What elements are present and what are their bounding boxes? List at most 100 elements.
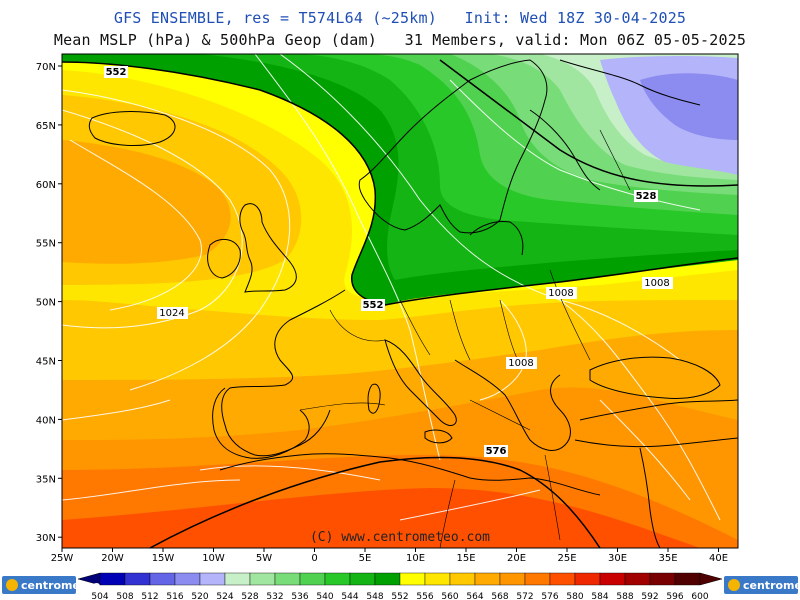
colorbar-swatch — [249, 572, 276, 586]
colorbar-label: 596 — [666, 592, 683, 600]
colorbar-swatch — [174, 572, 201, 586]
colorbar-label: 512 — [141, 592, 158, 600]
colorbar-label: 524 — [216, 592, 233, 600]
logo-left: centrometeo — [2, 576, 101, 594]
lon-label: 20E — [507, 553, 526, 564]
geop-labels: 552 552 528 576 — [104, 66, 658, 457]
colorbar-label: 584 — [591, 592, 608, 600]
lon-label: 30E — [608, 553, 627, 564]
colorbar-swatch — [224, 572, 251, 586]
lat-label: 40N — [36, 415, 56, 426]
lon-label: 5E — [359, 553, 372, 564]
lat-label: 35N — [36, 474, 56, 485]
lat-label: 45N — [36, 357, 56, 368]
colorbar-arrow-right — [699, 572, 723, 586]
colorbar-label: 564 — [466, 592, 483, 600]
lon-label: 25E — [557, 553, 576, 564]
colorbar-label: 552 — [391, 592, 408, 600]
geop-contours — [62, 59, 738, 548]
colorbar-label: 532 — [266, 592, 283, 600]
lat-label: 30N — [36, 533, 56, 544]
mslp-label: 1024 — [159, 308, 184, 319]
colorbar-swatch — [199, 572, 226, 586]
lon-label: 10E — [406, 553, 425, 564]
colorbar-swatch — [624, 572, 651, 586]
mslp-label: 1008 — [508, 358, 533, 369]
lon-label: 20W — [101, 553, 124, 564]
borders — [299, 129, 631, 548]
colorbar-label: 504 — [91, 592, 108, 600]
mslp-label: 1008 — [548, 288, 573, 299]
geop-label: 552 — [363, 300, 384, 311]
isobars — [62, 54, 721, 521]
logo-right: centrometeo — [724, 576, 800, 594]
colorbar-label: 528 — [241, 592, 258, 600]
colorbar-label: 544 — [341, 592, 358, 600]
map-subtitle: Mean MSLP (hPa) & 500hPa Geop (dam) 31 M… — [53, 31, 747, 49]
map-title: GFS ENSEMBLE, res = T574L64 (~25km) Init… — [113, 9, 687, 27]
lon-label: 5W — [256, 553, 272, 564]
mslp-labels: 1024 1008 1008 1008 — [157, 277, 673, 369]
colorbar-label: 520 — [191, 592, 208, 600]
lon-label: 40E — [709, 553, 728, 564]
lon-label: 0 — [311, 553, 317, 564]
colorbar-swatch — [124, 572, 151, 586]
colorbar-label: 540 — [316, 592, 333, 600]
lat-label: 50N — [36, 298, 56, 309]
colorbar-swatch — [349, 572, 376, 586]
lon-label: 10W — [202, 553, 225, 564]
colorbar-swatch — [574, 572, 601, 586]
colorbar-swatch — [449, 572, 476, 586]
geop-label: 552 — [106, 67, 127, 78]
lon-label: 15E — [456, 553, 475, 564]
colorbar-swatch — [599, 572, 626, 586]
colorbar-swatch — [149, 572, 176, 586]
colorbar-label: 508 — [116, 592, 133, 600]
map-frame — [61, 53, 739, 549]
longitude-axis: 25W 20W 15W 10W 5W 0 5E 10E 15E 20E 25E 30E 35E 40E — [51, 548, 728, 564]
colorbar-swatch — [374, 572, 401, 586]
geopotential-fill — [62, 54, 738, 548]
colorbar-label: 560 — [441, 592, 458, 600]
colorbar-swatch — [399, 572, 426, 586]
colorbar-swatch — [424, 572, 451, 586]
lat-label: 55N — [36, 239, 56, 250]
colorbar-swatch — [299, 572, 326, 586]
colorbar-label: 516 — [166, 592, 183, 600]
logo-right-text: centrometeo — [743, 579, 800, 592]
colorbar-label: 576 — [541, 592, 558, 600]
colorbar: 504 508 512 516 520 524 528 532 536 540 544 548 552 5… — [77, 572, 723, 600]
colorbar-label: 600 — [691, 592, 708, 600]
lon-label: 25W — [51, 553, 74, 564]
geop-label: 576 — [486, 446, 507, 457]
colorbar-label: 592 — [641, 592, 658, 600]
colorbar-label: 580 — [566, 592, 583, 600]
lat-label: 65N — [36, 121, 56, 132]
colorbar-swatch — [99, 572, 126, 586]
lon-label: 15W — [152, 553, 175, 564]
lon-label: 35E — [658, 553, 677, 564]
colorbar-swatch — [474, 572, 501, 586]
colorbar-label: 556 — [416, 592, 433, 600]
coastlines — [88, 59, 738, 548]
mslp-label: 1008 — [644, 278, 669, 289]
colorbar-swatch — [324, 572, 351, 586]
latitude-axis: 70N 65N 60N 55N 50N 45N 40N 35N 30N — [36, 62, 62, 544]
geop-label: 528 — [636, 191, 657, 202]
colorbar-label: 548 — [366, 592, 383, 600]
lat-label: 70N — [36, 62, 56, 73]
colorbar-swatch — [649, 572, 676, 586]
colorbar-label: 572 — [516, 592, 533, 600]
colorbar-swatch — [549, 572, 576, 586]
watermark: (C) www.centrometeo.com — [310, 530, 490, 545]
colorbar-label: 568 — [491, 592, 508, 600]
colorbar-swatch — [674, 572, 701, 586]
colorbar-label: 588 — [616, 592, 633, 600]
colorbar-label: 536 — [291, 592, 308, 600]
colorbar-swatch — [499, 572, 526, 586]
colorbar-swatch — [274, 572, 301, 586]
lat-label: 60N — [36, 180, 56, 191]
colorbar-swatch — [524, 572, 551, 586]
logo-left-text: centrometeo — [21, 579, 101, 592]
